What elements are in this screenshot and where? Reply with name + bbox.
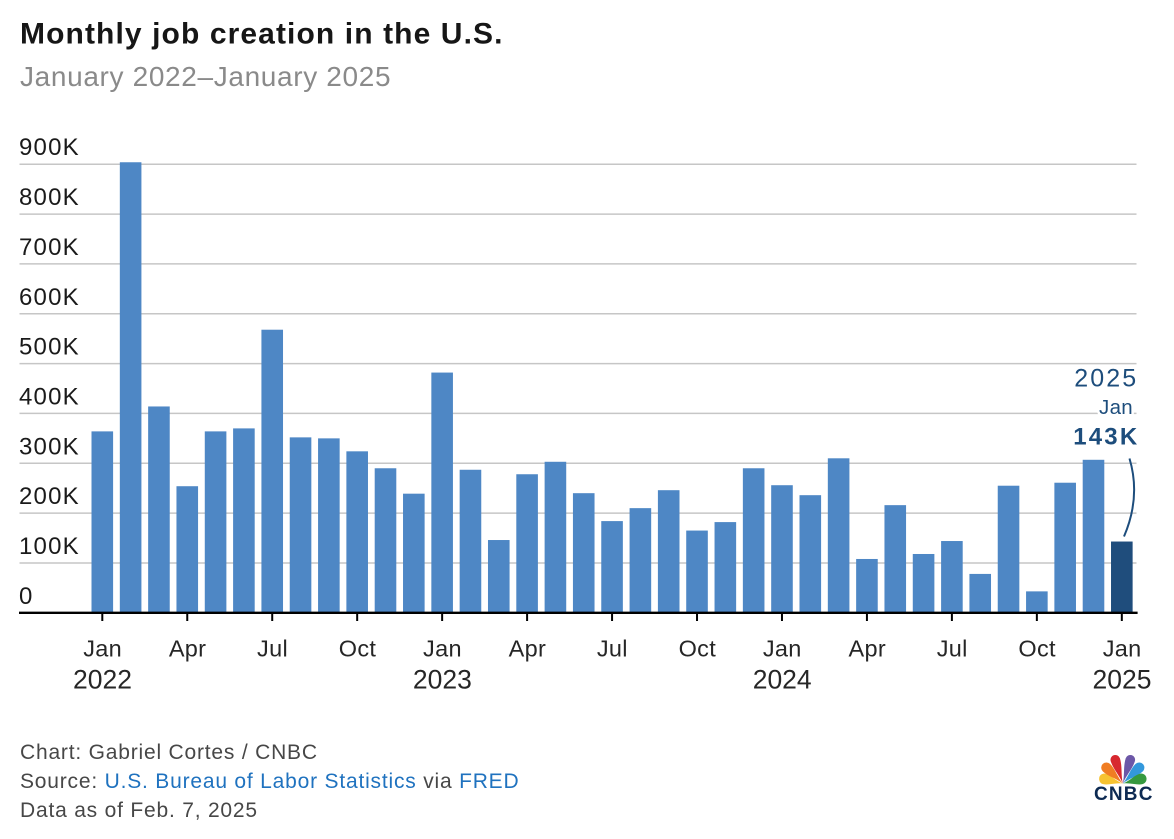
svg-text:0: 0 [19, 583, 34, 610]
svg-text:Jan: Jan [763, 636, 802, 662]
svg-text:Jan: Jan [83, 636, 122, 662]
svg-text:2023: 2023 [413, 664, 472, 694]
svg-text:Chart: Gabriel Cortes / CNBC: Chart: Gabriel Cortes / CNBC [20, 741, 318, 764]
svg-text:CNBC: CNBC [1094, 784, 1154, 805]
svg-text:143K: 143K [1073, 423, 1139, 450]
svg-text:Oct: Oct [339, 636, 377, 662]
svg-text:300K: 300K [19, 433, 80, 460]
svg-text:Apr: Apr [848, 636, 885, 662]
svg-text:Monthly job creation in the U.: Monthly job creation in the U.S. [20, 18, 504, 51]
svg-text:Jan: Jan [423, 636, 462, 662]
svg-text:200K: 200K [19, 483, 80, 510]
svg-text:700K: 700K [19, 234, 80, 261]
svg-text:Data as of Feb. 7, 2025: Data as of Feb. 7, 2025 [20, 799, 258, 822]
svg-text:Source: U.S. Bureau of Labor S: Source: U.S. Bureau of Labor Statistics … [20, 770, 519, 793]
svg-text:100K: 100K [19, 533, 80, 560]
svg-text:900K: 900K [19, 134, 80, 161]
svg-text:Jul: Jul [937, 636, 968, 662]
svg-text:Jul: Jul [257, 636, 288, 662]
svg-text:400K: 400K [19, 383, 80, 410]
svg-text:Jan: Jan [1103, 636, 1142, 662]
svg-text:2025: 2025 [1093, 664, 1152, 694]
svg-text:Apr: Apr [509, 636, 546, 662]
svg-text:Jul: Jul [597, 636, 628, 662]
svg-text:Jan: Jan [1099, 396, 1133, 419]
svg-text:600K: 600K [19, 284, 80, 311]
svg-text:2024: 2024 [753, 664, 812, 694]
svg-text:Apr: Apr [169, 636, 206, 662]
svg-text:500K: 500K [19, 334, 80, 361]
svg-text:800K: 800K [19, 184, 80, 211]
svg-text:2025: 2025 [1074, 364, 1138, 392]
svg-text:January 2022–January 2025: January 2022–January 2025 [20, 61, 391, 92]
svg-text:Oct: Oct [679, 636, 717, 662]
svg-text:Oct: Oct [1018, 636, 1056, 662]
svg-text:2022: 2022 [73, 664, 132, 694]
